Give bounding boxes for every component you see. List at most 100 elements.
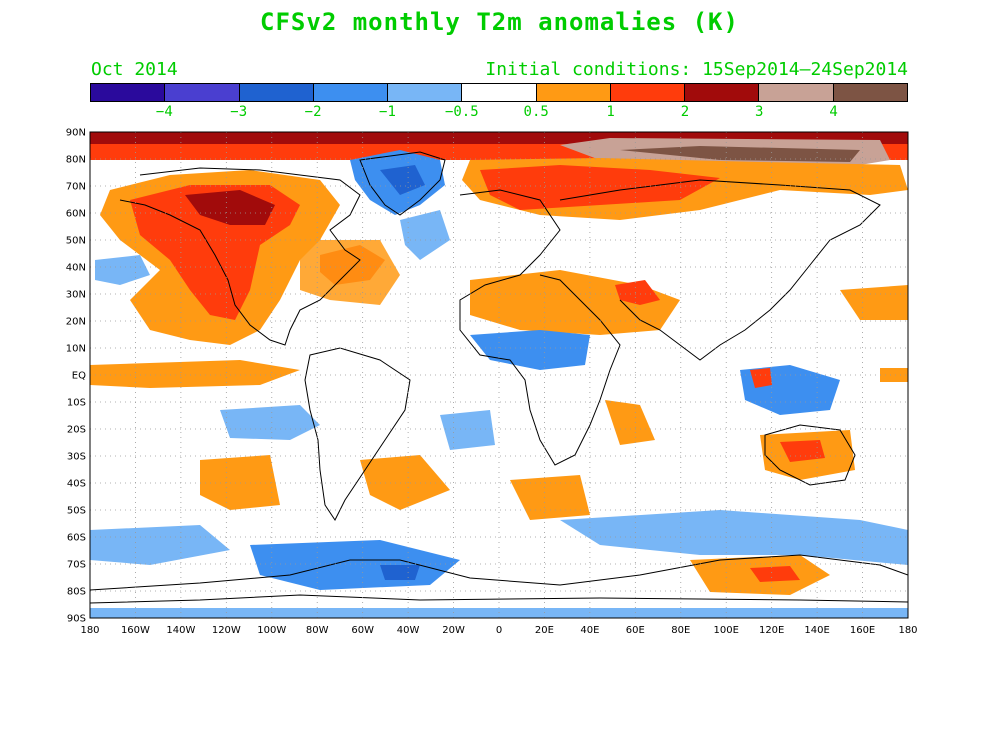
latitude-label: 20N — [66, 317, 86, 328]
colorbar-label: 0.5 — [523, 104, 549, 120]
colorbar-swatch — [685, 84, 760, 101]
longitude-label: 140E — [804, 625, 829, 636]
colorbar-label: −1 — [379, 104, 396, 120]
longitude-label: 100W — [257, 625, 286, 636]
colorbar-swatch — [462, 84, 537, 101]
colorbar-swatch — [313, 84, 389, 101]
sahel-cool — [470, 330, 590, 370]
antarctica-inner-coast — [90, 594, 908, 604]
indonesia-warm-spot — [750, 368, 772, 388]
colorbar-swatch — [165, 84, 240, 101]
latitude-label: 90S — [67, 614, 86, 625]
latitude-label: 70S — [67, 560, 86, 571]
latitude-label: 40N — [66, 263, 86, 274]
longitude-label: 80W — [306, 625, 329, 636]
grid-lines — [90, 132, 908, 618]
colorbar-label: 4 — [829, 104, 838, 120]
south-pacific-cool — [220, 405, 320, 440]
longitude-label: 100E — [714, 625, 739, 636]
longitude-labels: 180 160W 140W 120W 100W 80W 60W 40W 20W 0 20E 40E 60… — [80, 625, 917, 636]
latitude-label: EQ — [72, 371, 86, 382]
longitude-label: 160E — [850, 625, 875, 636]
us-east-coast-warm — [300, 240, 400, 305]
latitude-label: 60S — [67, 533, 86, 544]
forecast-month-label: Oct 2014 — [91, 59, 178, 80]
latitude-label: 50N — [66, 236, 86, 247]
latitude-label: 70N — [66, 182, 86, 193]
colorbar-label: −0.5 — [444, 104, 479, 120]
latitude-label: 10S — [67, 398, 86, 409]
north-atlantic-cool — [400, 210, 450, 260]
scandinavia-russia-warm — [480, 165, 720, 210]
longitude-label: 120E — [759, 625, 784, 636]
equatorial-pacific-warm — [90, 360, 300, 388]
longitude-label: 40E — [580, 625, 599, 636]
latitude-label: 40S — [67, 479, 86, 490]
colorbar-swatch — [388, 84, 463, 101]
latitude-label: 30S — [67, 452, 86, 463]
longitude-label: 20E — [535, 625, 554, 636]
longitude-label: 120W — [212, 625, 241, 636]
latitude-label: 60N — [66, 209, 86, 220]
longitude-label: 0 — [496, 625, 502, 636]
south-atlantic-warm — [510, 475, 590, 520]
southern-ocean-cool-e — [560, 510, 908, 565]
colorbar-label: −3 — [230, 104, 248, 120]
east-pacific-warm — [880, 368, 908, 382]
longitude-label: 40W — [397, 625, 420, 636]
latitude-label: 80N — [66, 155, 86, 166]
longitude-label: 140W — [166, 625, 195, 636]
longitude-label: 60E — [626, 625, 645, 636]
latitude-label: 90N — [66, 128, 86, 139]
longitude-label: 20W — [442, 625, 465, 636]
coastlines — [90, 151, 908, 604]
alaska-canada-hot — [185, 190, 275, 225]
initial-conditions-label: Initial conditions: 15Sep2014–24Sep2014 — [485, 59, 908, 80]
latitude-label: 10N — [66, 344, 86, 355]
north-america-coast — [119, 167, 361, 346]
colorbar-swatch — [239, 84, 314, 101]
colorbar-label: 3 — [755, 104, 764, 120]
colorbar-swatch — [833, 84, 907, 101]
colorbar — [90, 83, 908, 102]
north-pacific-cool — [95, 255, 150, 285]
colorbar-label: 2 — [680, 104, 690, 120]
south-pacific-warm — [200, 455, 280, 510]
longitude-label: 160W — [121, 625, 150, 636]
colorbar-swatch — [91, 84, 166, 101]
east-antarctica-strong-warm — [750, 566, 800, 582]
southern-ocean-cool-w — [90, 525, 230, 565]
colorbar-label: −2 — [304, 104, 322, 120]
latitude-label: 20S — [67, 425, 86, 436]
longitude-label: 180 — [80, 625, 99, 636]
longitude-label: 180 — [898, 625, 917, 636]
colorbar-label: −4 — [155, 104, 173, 120]
greenland-strong-cold — [380, 165, 425, 195]
longitude-label: 80E — [671, 625, 690, 636]
south-atlantic-cool — [440, 410, 495, 450]
greenland-coast — [359, 151, 446, 216]
colorbar-swatch — [610, 84, 686, 101]
south-america-warm — [360, 455, 450, 510]
colorbar-swatch — [759, 84, 834, 101]
latitude-label: 30N — [66, 290, 86, 301]
asia-coast — [559, 179, 881, 361]
australia-strong-warm — [780, 440, 825, 462]
siberia-peak-warm — [620, 146, 860, 162]
latitude-labels: 90N 80N 70N 60N 50N 40N 30N 20N 10N EQ 10S 20S 30S 40… — [66, 128, 86, 625]
antarctica-coast — [90, 554, 908, 591]
latitude-label: 50S — [67, 506, 86, 517]
weddell-strong-cool — [380, 565, 420, 580]
colorbar-swatch — [536, 84, 611, 101]
south-america-coast — [304, 347, 411, 521]
australia-coast — [764, 424, 856, 486]
chart-title: CFSv2 monthly T2m anomalies (K) — [260, 8, 739, 36]
colorbar-label: 1 — [606, 104, 615, 120]
latitude-label: 80S — [67, 587, 86, 598]
longitude-label: 60W — [351, 625, 374, 636]
madagascar-warm — [605, 400, 655, 445]
middle-east-warm — [615, 280, 660, 305]
africa-europe-coast — [459, 189, 621, 466]
map-frame — [89, 131, 909, 619]
